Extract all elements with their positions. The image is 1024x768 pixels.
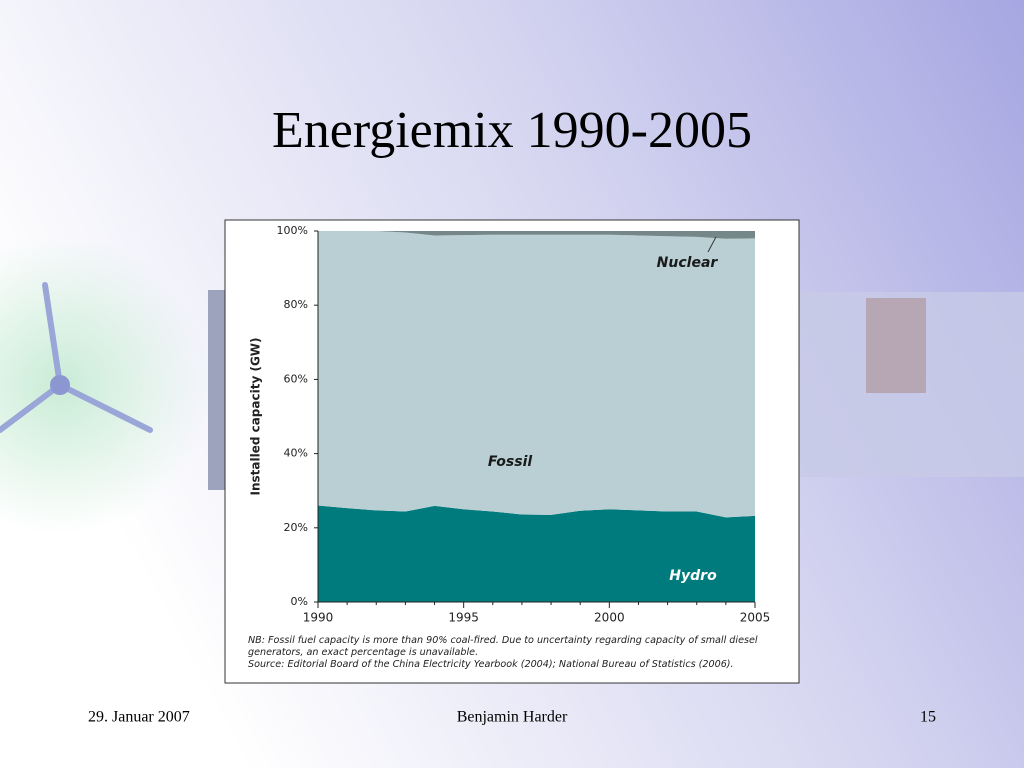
chart-note: NB: Fossil fuel capacity is more than 90… [248,635,758,646]
x-tick-label: 1995 [448,611,479,625]
series-label: Hydro [669,568,717,584]
footer-date: 29. Januar 2007 [88,709,190,726]
x-tick-label: 2000 [594,611,625,625]
slide-title: Energiemix 1990-2005 [272,102,752,159]
y-axis-label: Installed capacity (GW) [249,337,263,495]
chart: Hydro Fossil Nuclear 0% 20% 40% 60% 80% 100% 1990… [248,224,770,670]
x-tick-label: 1990 [303,611,334,625]
decor-hub [50,375,70,395]
decor-turbine [0,282,153,433]
footer-page: 15 [920,709,936,726]
y-tick-label: 60% [284,372,308,385]
decor-glow [0,235,210,535]
y-tick-label: 20% [284,521,308,534]
footer-author: Benjamin Harder [457,709,568,726]
area [318,231,755,518]
chart-note: Source: Editorial Board of the China Ele… [248,659,734,670]
decor-tower [866,298,926,393]
x-tick-label: 2005 [740,611,771,625]
series-label: Fossil [488,454,533,470]
decor-left [208,290,228,490]
y-tick-label: 80% [284,298,308,311]
y-tick-label: 100% [277,224,308,237]
leader-line [707,236,717,253]
area [318,505,755,602]
chart-note: generators, an exact percentage is unava… [248,647,478,658]
series-label: Nuclear [657,255,719,271]
y-tick-label: 0% [291,595,308,608]
y-tick-label: 40% [284,447,308,460]
area [318,231,755,239]
